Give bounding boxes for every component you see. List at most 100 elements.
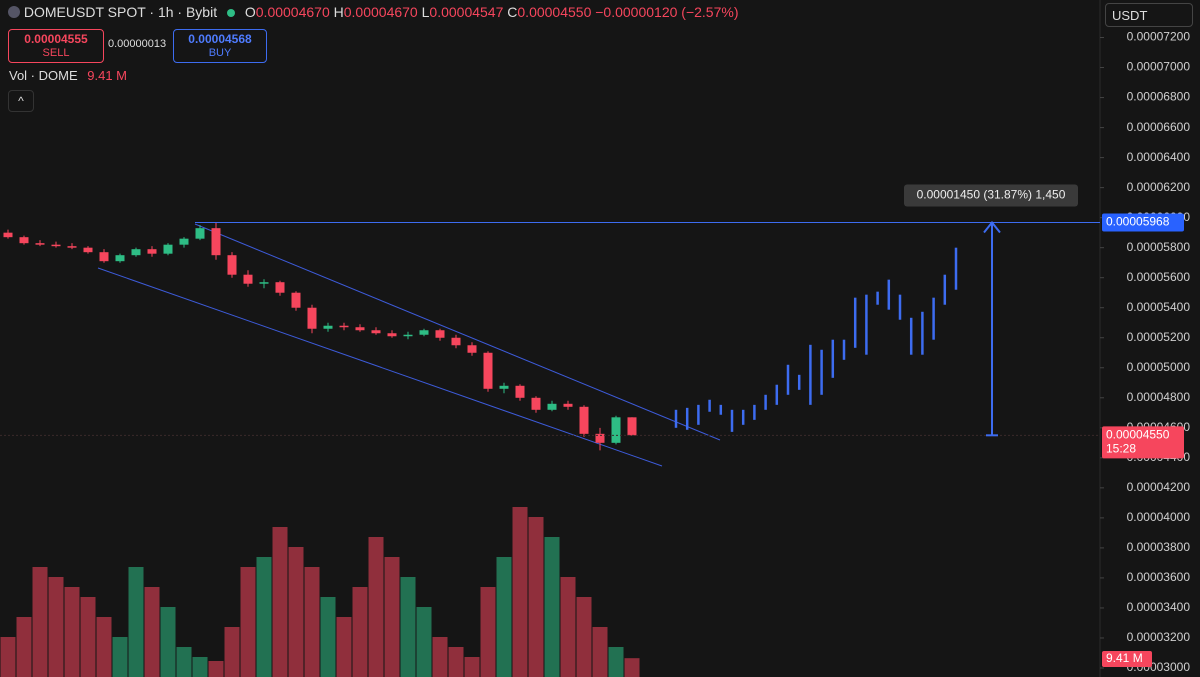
countdown: 15:28: [1106, 441, 1136, 455]
candle-body: [147, 249, 157, 254]
volume-bar: [176, 647, 192, 677]
l-label: L: [421, 4, 430, 20]
y-tick-label: 0.00003200: [1127, 630, 1191, 644]
candle-body: [67, 246, 77, 248]
arrow-head: [983, 220, 1001, 234]
candle-body: [419, 330, 429, 335]
volume-bar: [192, 657, 208, 677]
candle-body: [291, 292, 301, 308]
last-price-label: 0.00004550: [1106, 427, 1170, 441]
candle-body: [563, 403, 573, 407]
candle-body: [627, 417, 637, 436]
volume-bar: [224, 627, 240, 677]
volume-badge: [1102, 651, 1152, 667]
y-tick-label: 0.00006800: [1127, 90, 1191, 104]
candle-body: [227, 255, 237, 275]
candle-body: [195, 228, 205, 239]
volume-bar: [0, 637, 16, 677]
volume-bar: [464, 657, 480, 677]
volume-bar: [112, 637, 128, 677]
volume-bar: [160, 607, 176, 677]
y-tick-label: 0.00003600: [1127, 570, 1191, 584]
candle-body: [451, 337, 461, 346]
candle-body: [339, 325, 349, 328]
volume-bar: [80, 597, 96, 677]
y-tick-label: 0.00005400: [1127, 300, 1191, 314]
volume-bar: [288, 547, 304, 677]
y-tick-label: 0.00005200: [1127, 330, 1191, 344]
y-tick-label: 0.00004800: [1127, 390, 1191, 404]
volume-bar: [16, 617, 32, 677]
candle-body: [115, 255, 125, 262]
candle-body: [355, 327, 365, 331]
change: −0.00000120 (−2.57%): [595, 4, 739, 20]
sell-button[interactable]: 0.00004555 SELL: [8, 29, 104, 63]
volume-bar: [256, 557, 272, 677]
candle-body: [211, 228, 221, 256]
c-label: C: [507, 4, 518, 20]
candle-body: [179, 238, 189, 245]
candle-body: [483, 352, 493, 389]
candle-body: [595, 433, 605, 443]
volume-bar: [400, 577, 416, 677]
spread: 0.00000013: [108, 38, 167, 50]
collapse-button[interactable]: ^: [8, 90, 34, 112]
volume-bar: [624, 658, 640, 677]
candle-body: [403, 334, 413, 337]
candle-body: [307, 307, 317, 329]
volume-bar: [320, 597, 336, 677]
measure-label: 0.00001450 (31.87%) 1,450: [917, 188, 1066, 202]
y-tick-label: 0.00005600: [1127, 270, 1191, 284]
currency-select[interactable]: USDT: [1105, 3, 1193, 27]
candle-body: [371, 330, 381, 334]
candle-body: [83, 247, 93, 253]
volume-bar: [32, 567, 48, 677]
h-value: 0.00004670: [343, 4, 418, 20]
candle-body: [131, 249, 141, 256]
volume-bar: [352, 587, 368, 677]
symbol-icon: [8, 6, 20, 18]
candle-body: [243, 274, 253, 284]
volume-bar: [592, 627, 608, 677]
candle-body: [531, 397, 541, 410]
candle-body: [275, 282, 285, 293]
o-label: O: [244, 4, 256, 20]
y-tick-label: 0.00003800: [1127, 540, 1191, 554]
buy-button[interactable]: 0.00004568 BUY: [173, 29, 267, 63]
volume-bar: [416, 607, 432, 677]
level-label: 0.00005968: [1106, 215, 1170, 229]
candle-body: [435, 330, 445, 338]
volume-bar: [480, 587, 496, 677]
candle-body: [51, 244, 61, 247]
candle-body: [515, 385, 525, 398]
volume-bar: [272, 527, 288, 677]
channel-lower: [97, 267, 663, 467]
candle-body: [259, 282, 269, 284]
volume-bar: [528, 517, 544, 677]
volume-bar: [144, 587, 160, 677]
symbol: DOMEUSDT SPOT · 1h · Bybit: [23, 4, 218, 20]
candle-body: [323, 325, 333, 329]
volume-bar: [560, 577, 576, 677]
candle-body: [467, 345, 477, 353]
y-tick-label: 0.00005000: [1127, 360, 1191, 374]
volume-bar: [64, 587, 80, 677]
candle-body: [3, 232, 13, 238]
candle-body: [387, 333, 397, 337]
volume-bar: [432, 637, 448, 677]
buy-price: 0.00004568: [188, 32, 252, 46]
candle-body: [611, 417, 621, 443]
volume-bar: [336, 617, 352, 677]
volume-bar: [544, 537, 560, 677]
volume-badge-label: 9.41 M: [1106, 651, 1143, 665]
volume-bar: [608, 647, 624, 677]
y-tick-label: 0.00004200: [1127, 480, 1191, 494]
buy-label: BUY: [208, 47, 232, 59]
y-tick-label: 0.00006400: [1127, 150, 1191, 164]
candle-body: [579, 406, 589, 434]
candle-body: [35, 243, 45, 245]
volume-bar: [384, 557, 400, 677]
channel-upper: [194, 223, 721, 441]
y-tick-label: 0.00007200: [1127, 30, 1191, 44]
